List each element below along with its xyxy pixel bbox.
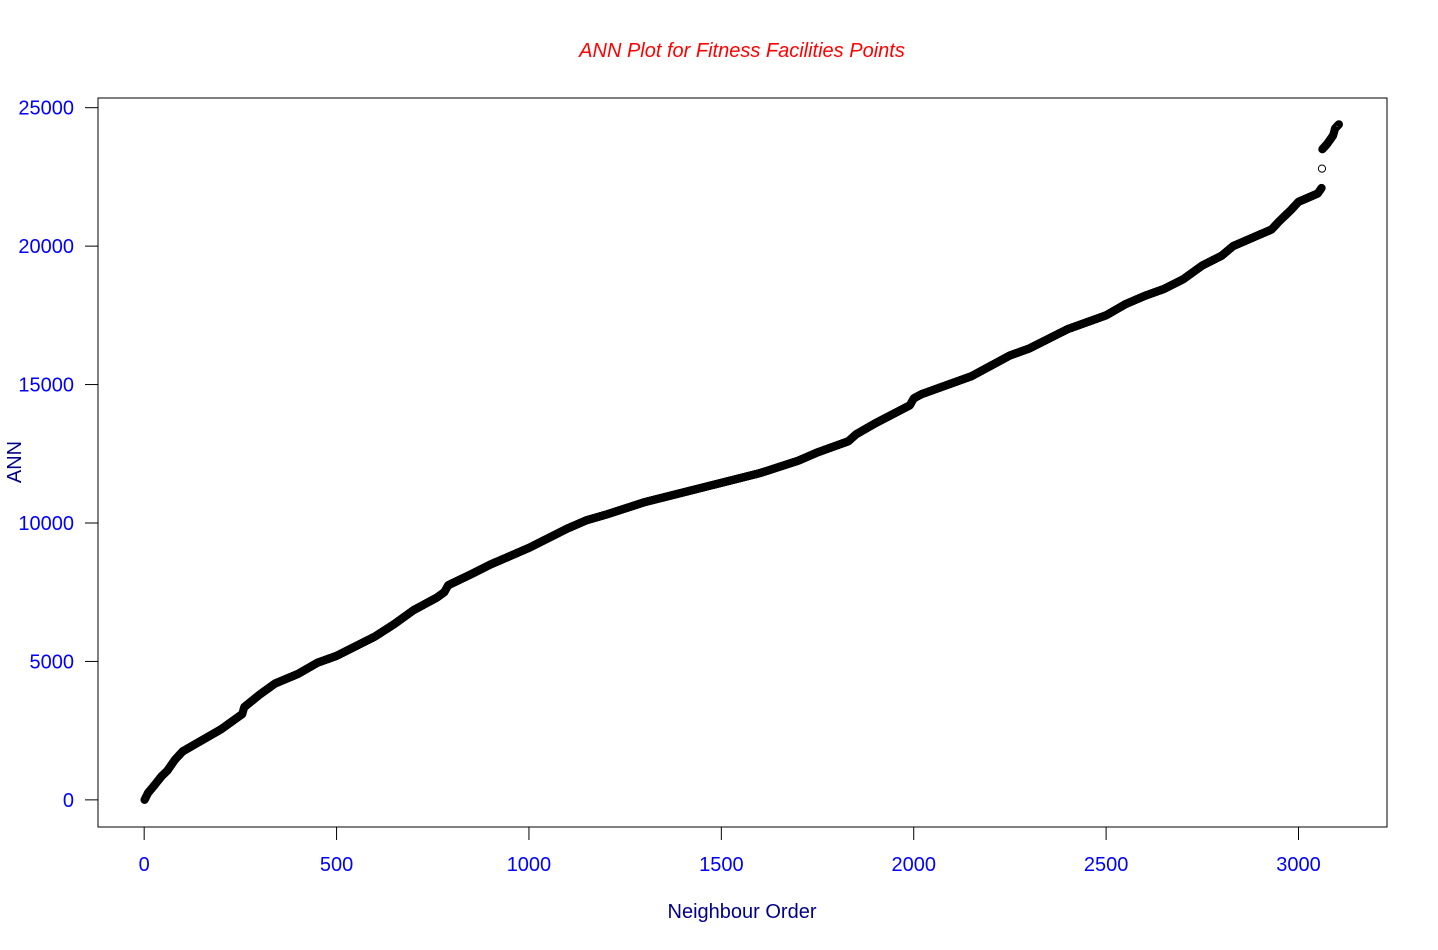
x-axis: 0 500 1000 1500 2000 2500 3000 xyxy=(139,826,1321,876)
y-tick-label: 10000 xyxy=(18,513,74,535)
x-tick-label: 1500 xyxy=(699,854,744,876)
x-tick-label: 2500 xyxy=(1084,854,1129,876)
data-point xyxy=(1317,164,1327,173)
chart-title: ANN Plot for Fitness Facilities Points xyxy=(578,40,905,62)
data-point xyxy=(1334,120,1344,129)
y-tick-label: 5000 xyxy=(30,651,75,673)
x-tick-label: 1000 xyxy=(507,854,552,876)
x-tick-label: 0 xyxy=(139,854,150,876)
data-point xyxy=(1317,183,1326,193)
x-tick-label: 2000 xyxy=(891,854,936,876)
y-tick-label: 15000 xyxy=(18,375,74,397)
x-tick-label: 500 xyxy=(320,854,353,876)
y-tick-label: 20000 xyxy=(18,236,74,258)
y-tick-label: 0 xyxy=(63,790,74,812)
plot-frame xyxy=(97,97,1388,828)
y-axis: 0 5000 10000 15000 20000 25000 xyxy=(18,98,99,812)
y-axis-label: ANN xyxy=(4,441,26,483)
x-tick-label: 3000 xyxy=(1276,854,1321,876)
data-points xyxy=(140,120,1344,804)
y-tick-label: 25000 xyxy=(18,98,74,120)
x-axis-label: Neighbour Order xyxy=(668,901,817,923)
